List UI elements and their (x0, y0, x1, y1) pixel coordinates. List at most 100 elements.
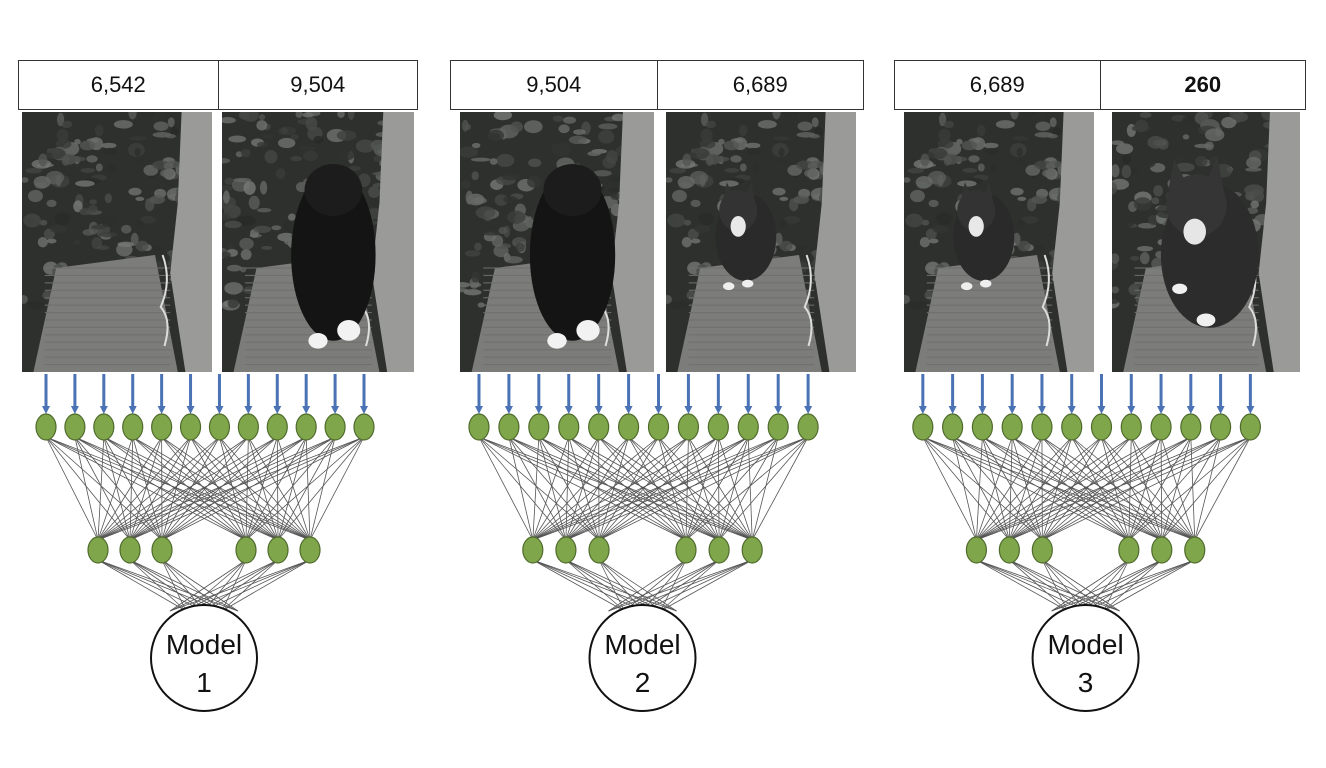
frame-scene (460, 112, 654, 372)
input-node (353, 413, 375, 441)
input-node (617, 413, 640, 441)
input-node (1210, 413, 1232, 441)
hidden-node (87, 536, 109, 564)
hidden-node (965, 536, 988, 564)
input-node (942, 413, 964, 441)
frame-scene (222, 112, 414, 372)
hidden-node (998, 536, 1020, 564)
input-node (528, 413, 550, 441)
hidden-node (235, 536, 257, 564)
frame-labels-header: 6,689 260 (894, 60, 1306, 110)
video-frame-1 (460, 112, 654, 372)
hidden-node (675, 536, 697, 564)
input-node (295, 413, 317, 441)
input-node (707, 413, 729, 441)
hidden-node (522, 536, 544, 564)
input-node (208, 413, 231, 441)
hidden-node (1031, 536, 1053, 564)
input-node (558, 413, 580, 441)
input-node (797, 413, 819, 441)
neural-network: Model 2 (468, 374, 819, 712)
input-node (64, 413, 86, 441)
input-arrows (42, 374, 368, 414)
model-label-number: 1 (196, 667, 212, 698)
hidden-node (741, 536, 763, 564)
cat-shape (1160, 156, 1259, 328)
input-node (468, 413, 490, 441)
wall-shape (1258, 112, 1300, 372)
model-label-word: Model (1047, 629, 1123, 660)
cat-shape (529, 164, 616, 349)
frame-label-1: 6,689 (969, 72, 1025, 97)
frame-scene (1112, 112, 1300, 372)
frame-label-1: 9,504 (526, 72, 582, 97)
input-node (971, 413, 993, 441)
input-node (1090, 413, 1113, 441)
network-edges (45, 436, 365, 612)
input-arrows (474, 374, 813, 414)
input-node (93, 413, 115, 441)
frame-label-2: 260 (1099, 61, 1306, 109)
input-node (179, 413, 202, 441)
input-node (647, 413, 670, 441)
frame-label-1: 6,542 (90, 72, 146, 97)
hidden-node (299, 536, 321, 564)
frame-scene (22, 112, 212, 372)
model-label-word: Model (166, 629, 242, 660)
model-label-number: 2 (635, 667, 651, 698)
input-node (912, 413, 934, 441)
video-frame-2 (1112, 112, 1300, 372)
cord-shape (159, 254, 169, 347)
input-node (498, 413, 520, 441)
model-label-number: 3 (1078, 667, 1094, 698)
model-circle (1031, 604, 1140, 712)
video-frame-1 (22, 112, 212, 372)
input-node (677, 413, 700, 441)
neural-network: Model 1 (35, 374, 375, 712)
input-node (1061, 413, 1083, 441)
hidden-node (588, 536, 610, 564)
video-frame-2 (666, 112, 856, 372)
network-edges (478, 436, 809, 612)
input-node (767, 413, 789, 441)
input-node (1239, 413, 1261, 441)
input-node (266, 413, 288, 441)
input-node (1120, 413, 1142, 441)
hidden-node (708, 536, 730, 564)
frame-labels-header: 6,542 9,504 (18, 60, 418, 110)
input-node (1031, 413, 1053, 441)
network-edges (922, 436, 1251, 612)
cord-shape (803, 254, 813, 347)
hidden-node (1118, 536, 1140, 564)
input-node (737, 413, 759, 441)
input-arrows (918, 374, 1255, 414)
input-node (237, 413, 259, 441)
wall-shape (170, 112, 212, 372)
wall-shape (371, 112, 414, 372)
model-label-word: Model (604, 629, 680, 660)
input-node (122, 413, 144, 441)
cat-shape (291, 164, 376, 349)
input-node (35, 413, 57, 441)
cat-shape (715, 182, 777, 291)
frame-label-2: 9,504 (217, 61, 418, 109)
input-node (1001, 413, 1023, 441)
cord-shape (1041, 254, 1051, 347)
input-node (1180, 413, 1202, 441)
video-frame-1 (904, 112, 1094, 372)
frame-scene (904, 112, 1094, 372)
wall-shape (1052, 112, 1094, 372)
video-frame-2 (222, 112, 414, 372)
model-circle (588, 604, 697, 712)
model-circle (150, 604, 258, 712)
hidden-node (151, 536, 173, 564)
input-node (1150, 413, 1172, 441)
hidden-node (119, 536, 141, 564)
input-node (588, 413, 610, 441)
input-node (151, 413, 173, 441)
hidden-node (1184, 536, 1206, 564)
hidden-node (1151, 536, 1173, 564)
frame-scene (666, 112, 856, 372)
neural-network: Model 3 (912, 374, 1261, 712)
input-node (324, 413, 346, 441)
